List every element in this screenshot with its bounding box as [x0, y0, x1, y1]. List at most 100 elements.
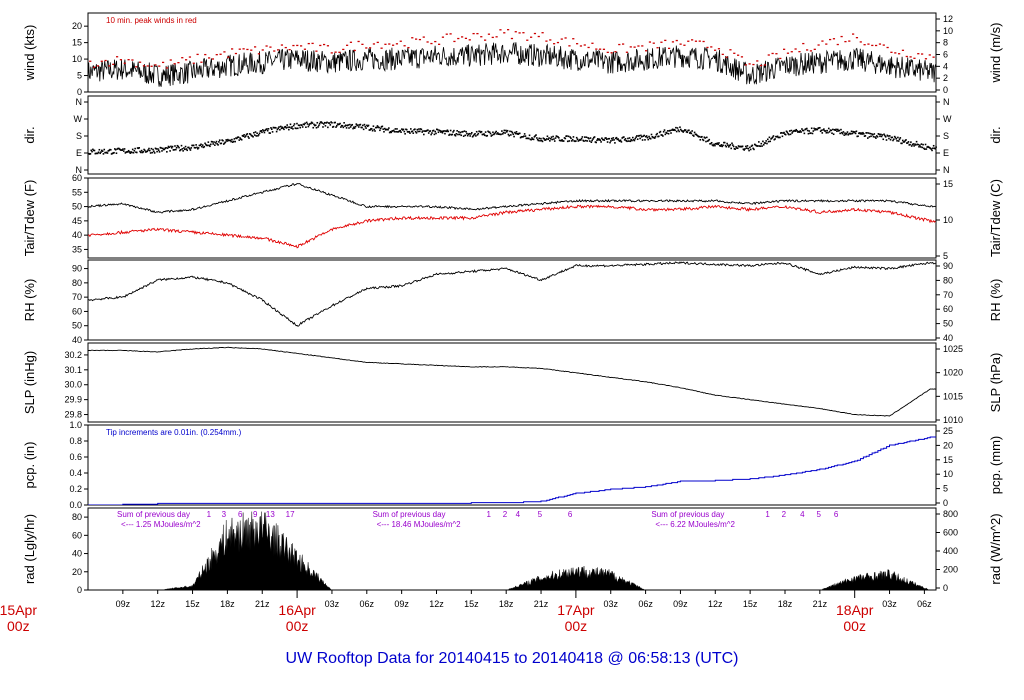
series-dir-point	[821, 132, 824, 134]
series-dir-point	[471, 135, 474, 138]
series-dir-point	[902, 141, 905, 143]
series-dir-point	[544, 139, 547, 141]
series-dir-point	[467, 133, 470, 136]
series-dir-point	[508, 134, 510, 137]
series-dir-point	[433, 133, 436, 136]
series-dir-point	[166, 151, 168, 153]
series-dir-point	[100, 151, 102, 153]
series-dir-point	[362, 128, 365, 131]
series-dir-point	[740, 145, 743, 148]
series-dir-point	[202, 146, 205, 149]
series-dir-point	[180, 144, 183, 147]
xtick-label: 15z	[464, 599, 479, 609]
uv-index-mark: 5	[816, 510, 821, 519]
series-dir-point	[576, 138, 579, 141]
series-dir-point	[253, 131, 255, 134]
series-dir-point	[558, 137, 560, 139]
series-dir-point	[192, 144, 194, 147]
series-dir-point	[179, 149, 182, 151]
series-dir-point	[89, 153, 92, 155]
series-dir-point	[227, 139, 230, 142]
series-dir-point	[876, 136, 879, 138]
series-dir-point	[421, 131, 423, 133]
series-dir-point	[456, 130, 458, 132]
series-dir-point	[627, 140, 630, 142]
series-dir-point	[407, 131, 410, 133]
series-dir-point	[144, 151, 147, 153]
series-dir-point	[751, 144, 754, 147]
series-dir-point	[409, 132, 411, 134]
series-peak-wind-point	[729, 49, 732, 51]
series-peak-wind-point	[476, 32, 479, 35]
series-dir-point	[320, 121, 323, 123]
series-dir-point	[745, 147, 748, 149]
series-dir-point	[532, 138, 535, 141]
series-dir-point	[434, 130, 437, 133]
series-dir-point	[914, 144, 917, 146]
series-dir-point	[169, 150, 171, 152]
series-dir-point	[286, 124, 289, 126]
series-dir-point	[173, 149, 175, 151]
series-dir-point	[354, 125, 357, 128]
series-peak-wind-point	[802, 42, 805, 45]
series-dir-point	[230, 140, 232, 143]
series-dir-point	[172, 149, 175, 151]
series-dir-point	[562, 140, 564, 142]
series-peak-wind-point	[188, 56, 192, 58]
series-dir-point	[390, 131, 393, 134]
series-dir-point	[481, 133, 484, 136]
series-dir-point	[122, 150, 125, 152]
series-dir-point	[235, 137, 238, 140]
series-dir-point	[104, 151, 106, 154]
series-dir-point	[838, 129, 841, 132]
series-peak-wind-point	[733, 52, 736, 54]
series-dir-point	[662, 135, 664, 137]
series-peak-wind-point	[541, 32, 544, 34]
series-dir-point	[617, 138, 619, 140]
series-dir-point	[492, 131, 494, 134]
series-dir-point	[334, 121, 336, 124]
series-dir-point	[220, 142, 223, 145]
series-dir-point	[279, 125, 282, 128]
series-dir-point	[888, 135, 891, 137]
series-dir-point	[819, 130, 822, 133]
series-dir-point	[201, 145, 203, 148]
series-peak-wind-point	[219, 53, 222, 55]
ytick-label-left-pcp: 0.8	[69, 436, 82, 446]
series-dir-point	[379, 127, 382, 130]
series-dir-point	[516, 132, 519, 135]
series-peak-wind-point	[349, 41, 353, 43]
series-peak-wind-point	[150, 65, 153, 67]
series-dir-point	[157, 148, 159, 150]
series-dir-point	[270, 127, 272, 129]
series-dir-point	[885, 139, 888, 141]
series-dir-point	[453, 134, 456, 136]
series-dir-point	[414, 130, 417, 133]
series-dir-point	[862, 133, 865, 135]
series-dir-point	[540, 137, 542, 140]
series-dir-point	[247, 135, 249, 138]
series-dir-point	[836, 130, 838, 133]
series-dir-point	[819, 126, 821, 129]
ylabel-right-temp: Tair/Tdew (C)	[988, 179, 1003, 257]
series-peak-wind-point	[710, 46, 713, 48]
series-dir-point	[801, 128, 803, 130]
series-dir-point	[176, 144, 179, 147]
rad-sum-label: Sum of previous day	[117, 510, 190, 519]
ytick-label-left-temp: 40	[72, 230, 82, 240]
series-dir-point	[451, 133, 454, 136]
series-dir-point	[510, 130, 513, 133]
series-dir-point	[415, 132, 418, 134]
series-dir-point	[643, 134, 645, 137]
series-dir-point	[113, 151, 115, 154]
series-dir-point	[766, 138, 769, 141]
series-peak-wind-point	[399, 40, 402, 42]
series-dir-point	[441, 131, 444, 134]
series-peak-wind-point	[775, 53, 778, 55]
series-dir-point	[667, 132, 670, 135]
series-dir-point	[907, 141, 910, 143]
series-dir-point	[422, 130, 424, 132]
series-dir-point	[744, 148, 746, 150]
series-dir-point	[144, 149, 146, 152]
series-dir-point	[154, 147, 157, 150]
